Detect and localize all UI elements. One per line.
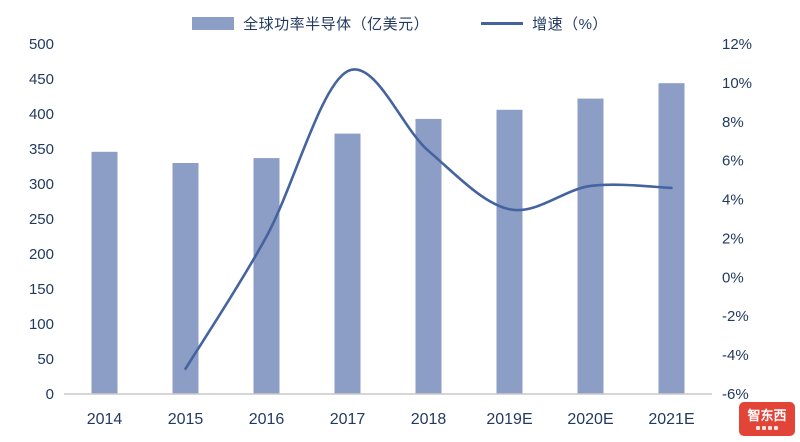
left-axis-tick-label: 450 (29, 71, 54, 88)
x-axis-label-2017: 2017 (330, 411, 366, 428)
right-axis-tick-label: 2% (722, 230, 744, 247)
right-axis-tick-label: 4% (722, 192, 744, 209)
left-axis-tick-label: 500 (29, 36, 54, 53)
legend-item-line: 增速（%） (481, 13, 608, 34)
x-axis-label-2014: 2014 (87, 411, 123, 428)
chart-legend: 全球功率半导体（亿美元） 增速（%） (0, 0, 800, 36)
x-axis-label-2016: 2016 (249, 411, 285, 428)
legend-line-label: 增速（%） (532, 15, 608, 33)
growth-rate-line (184, 68, 673, 371)
bar-2016 (253, 158, 280, 394)
watermark-text: 智东西 (747, 407, 787, 423)
bar-2018 (415, 118, 442, 395)
legend-item-bar: 全球功率半导体（亿美元） (192, 13, 429, 34)
bar-2021E (658, 83, 685, 394)
bar-2020E (577, 98, 604, 394)
left-axis-tick-label: 50 (37, 351, 54, 368)
bar-swatch-icon (192, 16, 235, 30)
left-axis-tick-label: 350 (29, 141, 54, 158)
bar-2019E (496, 109, 523, 395)
bar-2014 (91, 151, 118, 394)
right-axis-tick-label: 10% (722, 75, 752, 92)
x-axis-label-2020E: 2020E (567, 411, 613, 428)
x-axis-label-2021E: 2021E (648, 411, 694, 428)
right-axis-tick-label: 8% (722, 114, 744, 131)
line-swatch-icon (481, 21, 524, 25)
x-axis-label-2015: 2015 (168, 411, 204, 428)
left-axis-tick-label: 200 (29, 246, 54, 263)
right-axis-tick-label: -6% (722, 386, 749, 403)
combo-chart: 0 50 100 150 200 250 300 350 400 450 500 -6% -4% -2% 0… (29, 36, 752, 428)
bar-2015 (172, 163, 199, 394)
right-axis-tick-label: 6% (722, 153, 744, 170)
bar-2017 (334, 133, 361, 394)
right-axis-tick-label: -4% (722, 347, 749, 364)
left-axis-tick-label: 250 (29, 211, 54, 228)
right-axis-tick-label: -2% (722, 308, 749, 325)
left-axis-tick-label: 100 (29, 316, 54, 333)
left-axis-tick-label: 150 (29, 281, 54, 298)
left-axis-tick-label: 400 (29, 106, 54, 123)
legend-bar-label: 全球功率半导体（亿美元） (243, 15, 430, 33)
right-axis-tick-label: 0% (722, 269, 744, 286)
x-axis-label-2018: 2018 (411, 411, 447, 428)
x-axis-label-2019E: 2019E (486, 411, 532, 428)
left-axis-tick-label: 0 (46, 386, 54, 403)
right-axis-tick-label: 12% (722, 36, 752, 53)
watermark-dots (756, 425, 778, 430)
watermark-logo: 智东西 (739, 402, 795, 436)
left-axis-tick-label: 300 (29, 176, 54, 193)
